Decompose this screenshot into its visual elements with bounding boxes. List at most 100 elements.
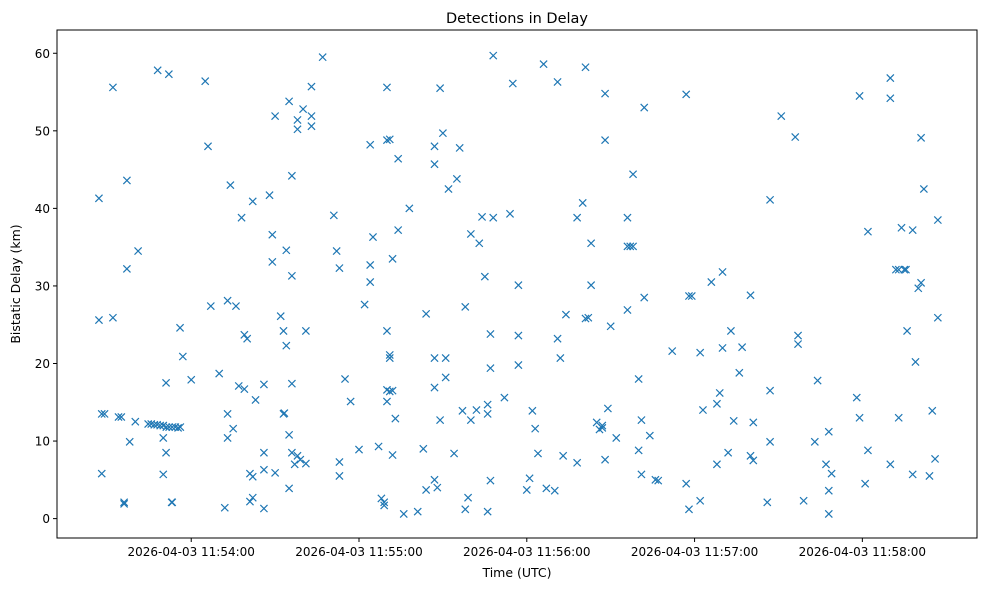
data-point [436,416,445,425]
data-point [430,160,439,169]
data-point [791,133,800,142]
data-point [162,448,171,457]
data-point [382,397,391,406]
data-point [223,433,232,442]
data-point [176,423,185,432]
data-point [480,272,489,281]
data-point [687,291,696,301]
data-point [287,448,296,457]
data-point [489,51,498,60]
data-point [97,409,106,418]
data-point [696,496,705,505]
data-point [282,341,291,350]
data-point [153,66,162,75]
data-point [164,70,173,79]
data-point [587,281,596,290]
data-point [122,264,131,273]
data-point [863,446,872,455]
data-point [668,347,677,356]
x-tick-label: 2026-04-03 11:58:00 [799,545,926,559]
data-point [368,233,378,242]
data-point [855,91,864,100]
x-axis-label: Time (UTC) [481,565,551,580]
data-point [259,465,268,474]
data-point [259,380,268,389]
data-point [824,427,833,436]
y-tick-label: 40 [35,202,50,216]
data-point [382,326,391,335]
data-point [287,271,296,280]
data-point [766,195,775,204]
data-point [280,409,289,418]
data-point [382,136,391,145]
data-point [478,212,487,221]
data-point [366,140,375,149]
data-point [430,142,439,151]
data-point [223,296,232,305]
data-point [581,314,590,323]
data-point [514,361,523,370]
data-point [268,230,277,239]
data-point [911,357,920,366]
data-point [903,326,912,335]
data-point [385,354,394,363]
data-point [637,470,646,479]
data-point [380,498,389,507]
data-point [746,291,755,300]
data-point [120,498,129,507]
data-point [917,133,926,142]
data-point [206,302,215,311]
data-point [259,504,268,513]
data-point [307,82,316,91]
data-point [458,406,467,415]
data-point [573,458,582,467]
data-point [279,326,288,335]
data-point [486,364,495,373]
data-point [483,400,492,409]
data-point [827,469,836,478]
data-point [799,496,808,505]
data-point [422,485,431,494]
data-point [452,174,461,183]
data-point [455,143,464,152]
data-point [726,326,735,335]
data-point [894,413,903,422]
data-point [271,112,280,121]
x-tick-label: 2026-04-03 11:54:00 [127,545,254,559]
data-point [203,142,213,151]
data-point [187,375,196,384]
points-layer [94,51,942,518]
plot-area-frame [56,29,978,539]
data-point [165,423,174,432]
data-point [640,103,649,112]
data-point [486,476,495,485]
data-point [629,170,638,179]
data-point [651,475,660,484]
data-point [366,278,375,287]
data-point [925,471,934,480]
data-point [522,485,531,494]
data-point [749,456,758,465]
data-point [413,507,422,516]
y-axis-label: Bistatic Delay (km) [8,224,23,343]
data-point [318,53,327,62]
data-point [483,409,492,418]
data-point [472,406,481,415]
data-point [777,112,786,121]
data-point [385,387,394,396]
data-point [223,409,232,418]
data-point [810,437,819,446]
data-point [215,369,224,378]
data-point [441,373,450,382]
data-point [914,284,923,293]
data-point [514,331,523,340]
data-point [573,213,582,222]
data-point [531,424,540,433]
data-point [388,254,397,263]
data-point [931,454,940,463]
data-point [746,451,755,460]
data-point [794,340,803,349]
data-point [234,381,243,391]
data-point [749,418,758,427]
data-point [612,433,621,442]
